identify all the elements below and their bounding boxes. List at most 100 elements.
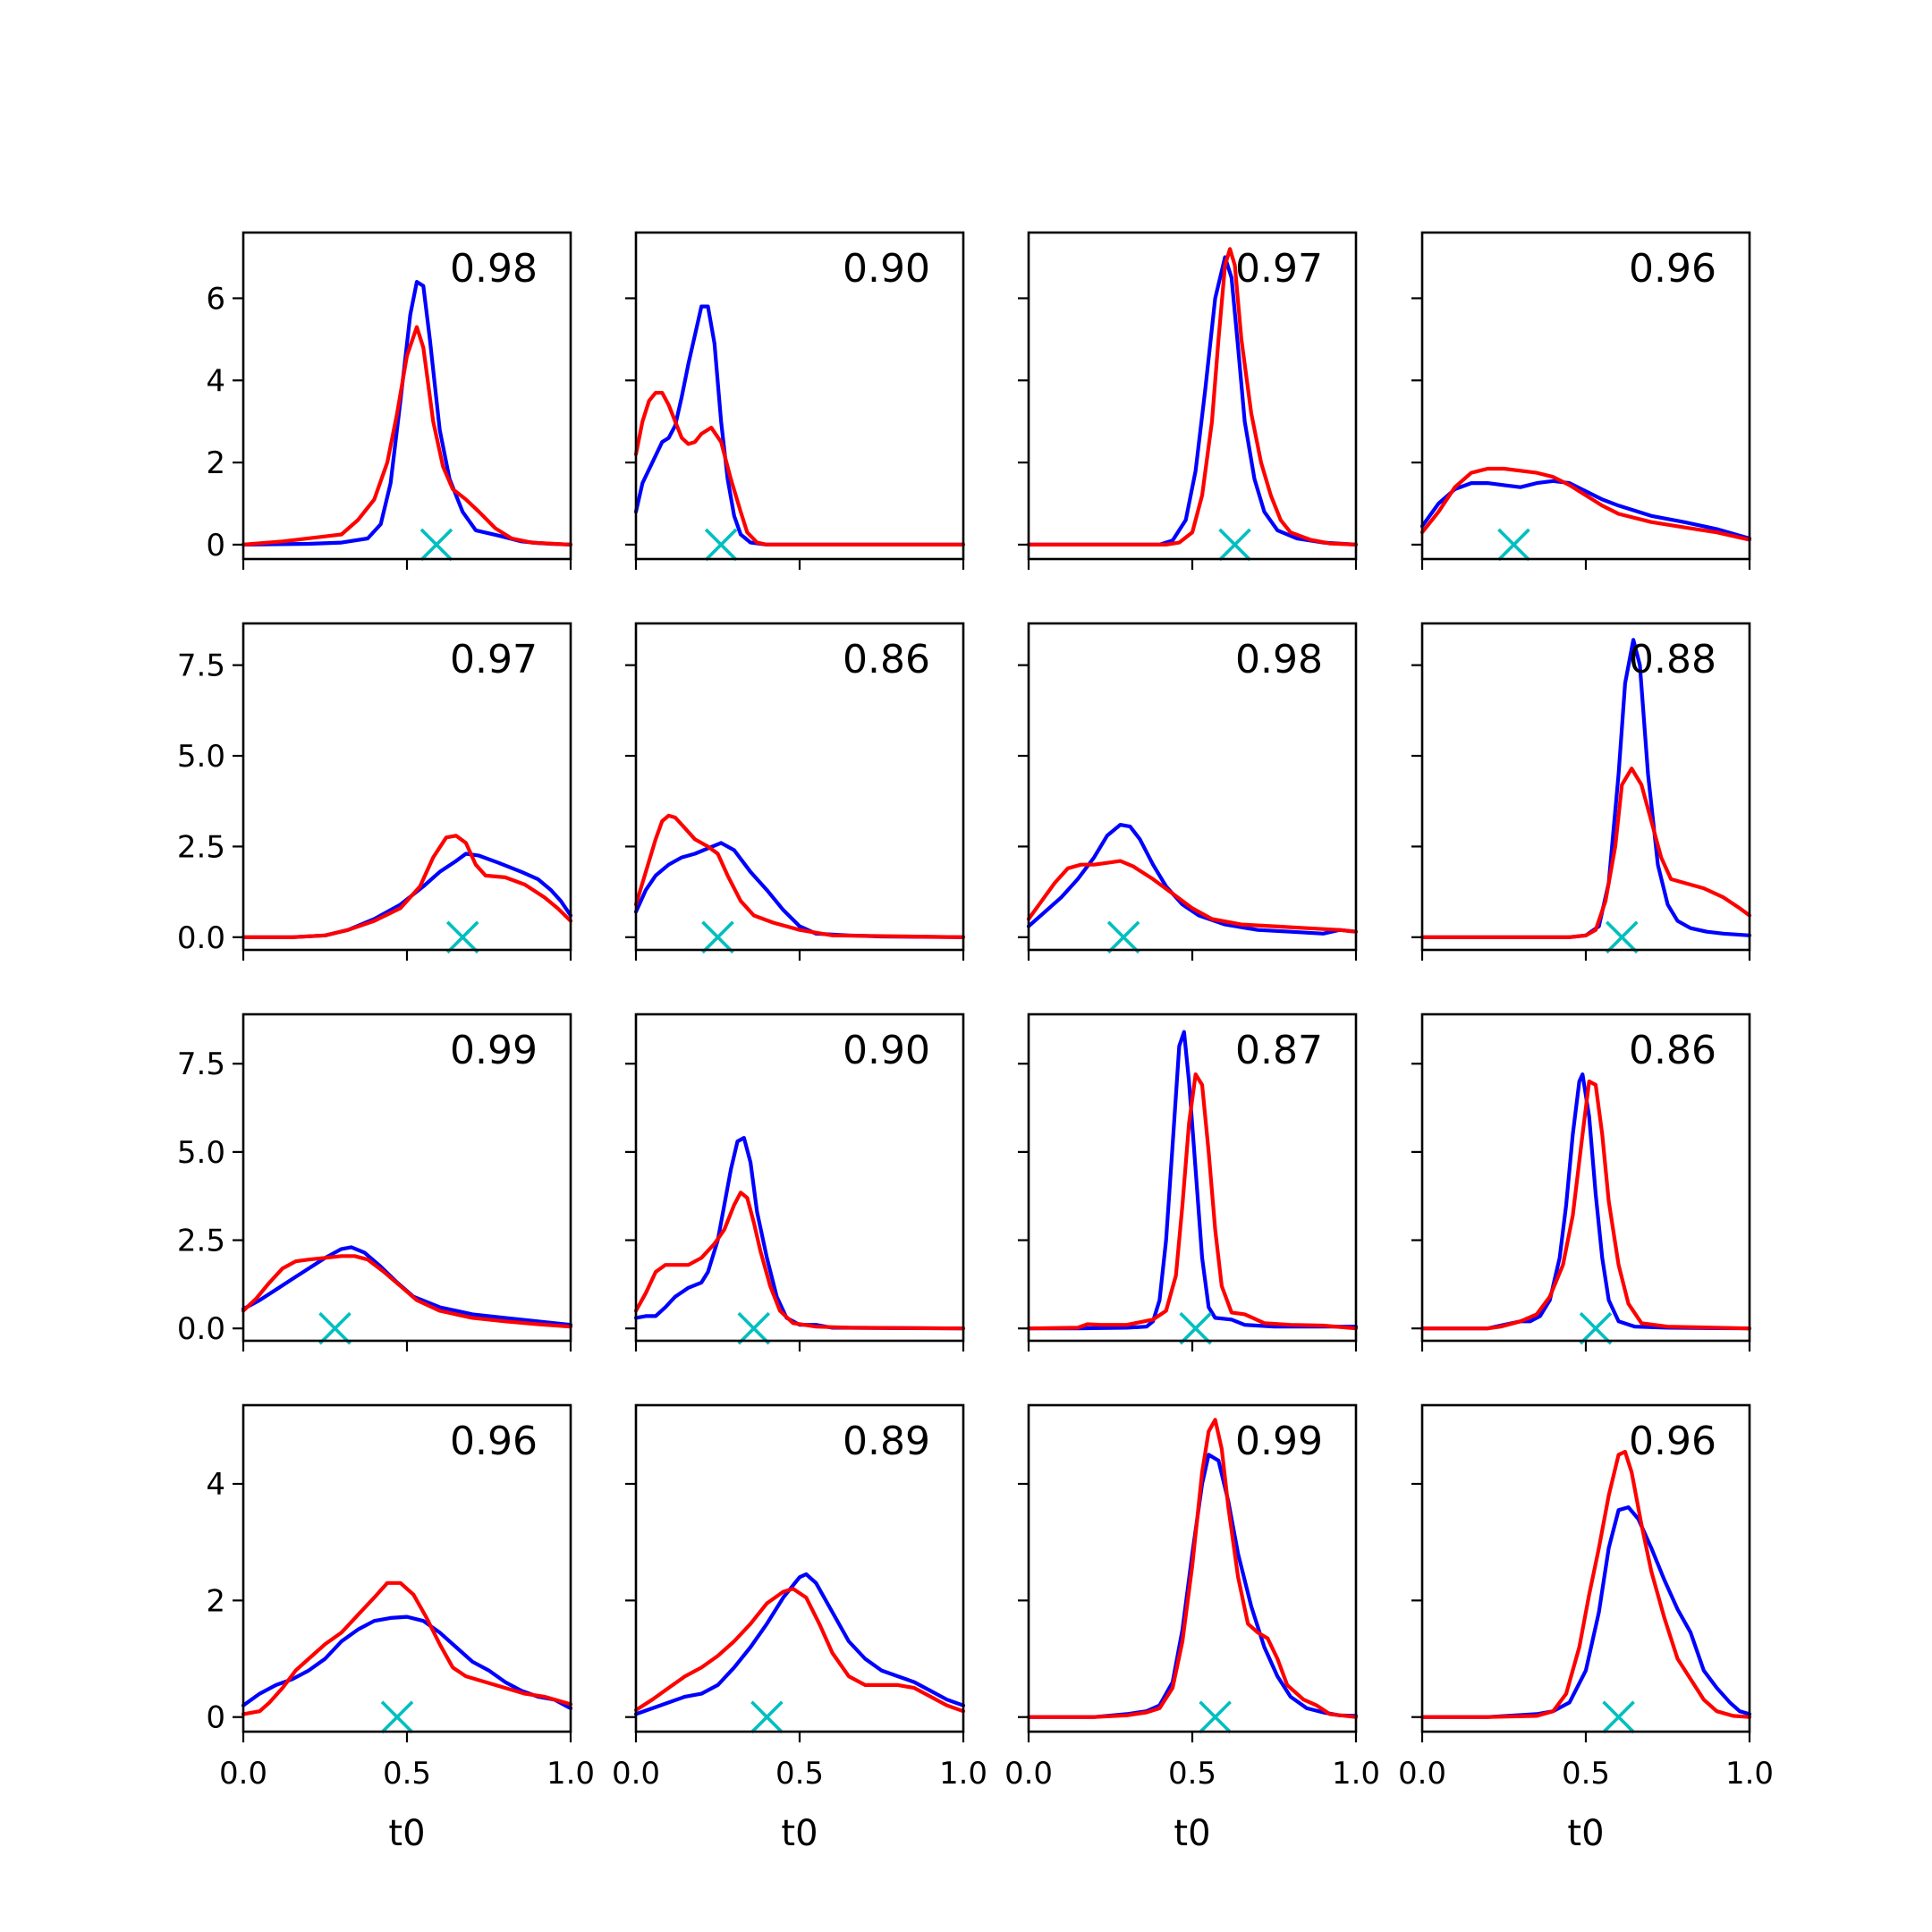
x-tick-label: 0.0 xyxy=(1398,1756,1446,1792)
red-density-line xyxy=(241,325,573,547)
panel-value-label: 0.90 xyxy=(843,246,930,292)
x-tick-label: 0.0 xyxy=(219,1756,267,1792)
panels-layer: 0 2 4 6 0.98 0.90 0.97 0.96 0.0 2.5 5.0 7.5 0.97 0.86… xyxy=(177,231,1774,1854)
panel-r4-c3: 0.0 0.5 1.0 t0 0.99 xyxy=(1004,1403,1380,1854)
x-tick-label: 0.0 xyxy=(1004,1756,1053,1792)
true-value-marker xyxy=(419,528,453,562)
true-value-marker xyxy=(445,920,479,954)
x-tick-label: 0.5 xyxy=(1562,1756,1610,1792)
panel-value-label: 0.86 xyxy=(1629,1028,1716,1073)
y-tick-label: 6 xyxy=(206,281,225,317)
x-tick-label: 0.5 xyxy=(775,1756,824,1792)
x-tick-label: 1.0 xyxy=(939,1756,987,1792)
panel-value-label: 0.87 xyxy=(1235,1028,1323,1073)
panel-value-label: 0.97 xyxy=(1235,246,1323,292)
x-tick-label: 1.0 xyxy=(1332,1756,1380,1792)
panel-r1-c2: 0.90 xyxy=(625,231,966,570)
true-value-marker xyxy=(318,1311,352,1345)
panel-r3-c2: 0.90 xyxy=(625,1013,966,1352)
true-value-marker xyxy=(704,528,738,562)
red-density-line xyxy=(633,391,966,547)
panel-r1-c4: 0.96 xyxy=(1411,231,1752,570)
blue-density-line xyxy=(633,304,966,547)
red-density-line xyxy=(1026,1418,1359,1719)
x-tick-label: 0.5 xyxy=(1168,1756,1216,1792)
x-axis-label: t0 xyxy=(1174,1813,1210,1854)
y-tick-label: 0 xyxy=(206,528,225,564)
panel-r2-c1: 0.0 2.5 5.0 7.5 0.97 xyxy=(177,622,573,961)
x-axis-label: t0 xyxy=(781,1813,818,1854)
y-tick-label: 4 xyxy=(206,1467,225,1503)
panel-r3-c3: 0.87 xyxy=(1018,1013,1359,1352)
panel-value-label: 0.96 xyxy=(1629,246,1716,292)
panel-r4-c4: 0.0 0.5 1.0 t0 0.96 xyxy=(1398,1403,1774,1854)
blue-density-line xyxy=(1419,638,1752,939)
x-tick-label: 0.0 xyxy=(612,1756,660,1792)
true-value-marker xyxy=(750,1700,784,1733)
true-value-marker xyxy=(701,920,734,954)
red-density-line xyxy=(1419,1450,1752,1719)
panel-r4-c2: 0.0 0.5 1.0 t0 0.89 xyxy=(612,1403,987,1854)
blue-density-line xyxy=(1026,255,1359,547)
x-axis-label: t0 xyxy=(1567,1813,1604,1854)
red-density-line xyxy=(1419,767,1752,939)
red-density-line xyxy=(1026,247,1359,547)
panel-value-label: 0.97 xyxy=(450,637,538,682)
blue-density-line xyxy=(633,1136,966,1331)
y-tick-label: 7.5 xyxy=(177,648,225,684)
y-tick-label: 0 xyxy=(206,1700,225,1736)
x-axis-label: t0 xyxy=(388,1813,425,1854)
y-tick-label: 2.5 xyxy=(177,1224,225,1259)
panel-r3-c4: 0.86 xyxy=(1411,1013,1752,1352)
x-tick-label: 1.0 xyxy=(547,1756,595,1792)
panel-r3-c1: 0.0 2.5 5.0 7.5 0.99 xyxy=(177,1013,573,1352)
red-density-line xyxy=(241,1254,573,1329)
blue-density-line xyxy=(241,280,573,547)
true-value-marker xyxy=(1602,1700,1635,1733)
panel-r4-c1: 0 2 4 0.0 0.5 1.0 t0 0.96 xyxy=(206,1403,595,1854)
panel-value-label: 0.96 xyxy=(450,1419,538,1464)
blue-density-line xyxy=(241,1245,573,1327)
y-tick-label: 0.0 xyxy=(177,920,225,956)
panel-r2-c4: 0.88 xyxy=(1411,622,1752,961)
panel-value-label: 0.96 xyxy=(1629,1419,1716,1464)
panel-value-label: 0.86 xyxy=(843,637,930,682)
true-value-marker xyxy=(380,1700,414,1733)
blue-density-line xyxy=(241,852,573,939)
true-value-marker xyxy=(1579,1311,1613,1345)
blue-density-line xyxy=(1419,479,1752,541)
y-tick-label: 2.5 xyxy=(177,829,225,865)
panel-r1-c3: 0.97 xyxy=(1018,231,1359,570)
blue-density-line xyxy=(1026,1453,1359,1719)
y-tick-label: 5.0 xyxy=(177,739,225,775)
y-tick-label: 7.5 xyxy=(177,1046,225,1082)
red-density-line xyxy=(633,1191,966,1331)
true-value-marker xyxy=(1218,528,1251,562)
red-density-line xyxy=(1419,466,1752,542)
panel-value-label: 0.88 xyxy=(1629,637,1716,682)
panel-r1-c1: 0 2 4 6 0.98 xyxy=(206,231,573,570)
y-tick-label: 2 xyxy=(206,445,225,481)
blue-density-line xyxy=(241,1614,573,1710)
panel-r2-c3: 0.98 xyxy=(1018,622,1359,961)
y-tick-label: 2 xyxy=(206,1583,225,1619)
red-density-line xyxy=(633,1587,966,1714)
true-value-marker xyxy=(737,1311,771,1345)
red-density-line xyxy=(1026,1072,1359,1331)
panel-value-label: 0.98 xyxy=(450,246,538,292)
x-tick-label: 0.5 xyxy=(383,1756,431,1792)
blue-density-line xyxy=(633,1572,966,1716)
x-tick-label: 1.0 xyxy=(1725,1756,1774,1792)
red-density-line xyxy=(241,834,573,939)
panel-value-label: 0.98 xyxy=(1235,637,1323,682)
blue-density-line xyxy=(1026,823,1359,936)
red-density-line xyxy=(1419,1079,1752,1331)
true-value-marker xyxy=(1179,1311,1212,1345)
panel-r2-c2: 0.86 xyxy=(625,622,966,961)
panel-value-label: 0.99 xyxy=(450,1028,538,1073)
true-value-marker xyxy=(1199,1700,1232,1733)
red-density-line xyxy=(633,813,966,939)
true-value-marker xyxy=(1605,920,1639,954)
y-tick-label: 0.0 xyxy=(177,1311,225,1347)
